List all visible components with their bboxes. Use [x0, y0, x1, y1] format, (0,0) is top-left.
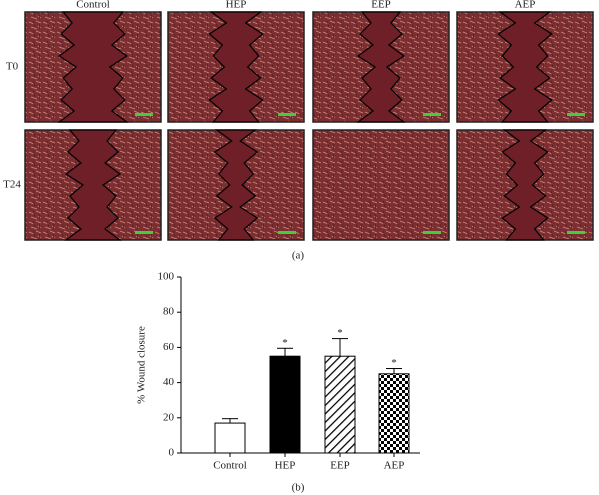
row-label: T0 — [6, 61, 19, 73]
x-tick-label: HEP — [275, 460, 296, 472]
scale-bar — [567, 231, 585, 234]
y-tick-label: 40 — [163, 376, 175, 388]
bar — [214, 422, 246, 454]
y-axis-label: % Wound closure — [136, 326, 148, 404]
scale-bar — [567, 113, 585, 116]
column-label: EEP — [371, 0, 391, 11]
caption-a: (a) — [292, 250, 305, 262]
x-tick-label: AEP — [384, 460, 405, 472]
y-tick-label: 100 — [158, 271, 175, 283]
bar — [324, 355, 356, 454]
micrograph — [312, 129, 450, 241]
scale-bar — [278, 113, 296, 116]
column-label: HEP — [226, 0, 247, 11]
bar — [269, 355, 301, 454]
bar — [378, 373, 410, 454]
significance-mark: * — [282, 337, 288, 349]
scale-bar — [135, 231, 153, 234]
wound-gap — [57, 11, 129, 123]
y-tick-label: 80 — [163, 306, 175, 318]
significance-mark: * — [391, 357, 397, 369]
row-label: T24 — [3, 179, 21, 191]
x-tick-label: EEP — [330, 460, 350, 472]
wound-gap — [356, 11, 406, 123]
x-tick-label: Control — [213, 460, 247, 472]
scale-bar — [278, 231, 296, 234]
significance-mark: * — [337, 327, 343, 339]
scale-bar — [423, 113, 441, 116]
scale-bar — [423, 231, 441, 234]
wound-gap — [213, 129, 259, 241]
wound-gap — [64, 129, 122, 241]
y-tick-label: 60 — [163, 341, 175, 353]
column-label: Control — [76, 0, 110, 11]
y-tick-label: 0 — [169, 447, 175, 459]
scale-bar — [135, 113, 153, 116]
wound-gap — [497, 11, 553, 123]
wound-gap — [501, 129, 549, 241]
y-tick-label: 20 — [163, 411, 175, 423]
column-label: AEP — [515, 0, 536, 11]
wound-gap — [208, 11, 264, 123]
caption-b: (b) — [292, 482, 305, 494]
